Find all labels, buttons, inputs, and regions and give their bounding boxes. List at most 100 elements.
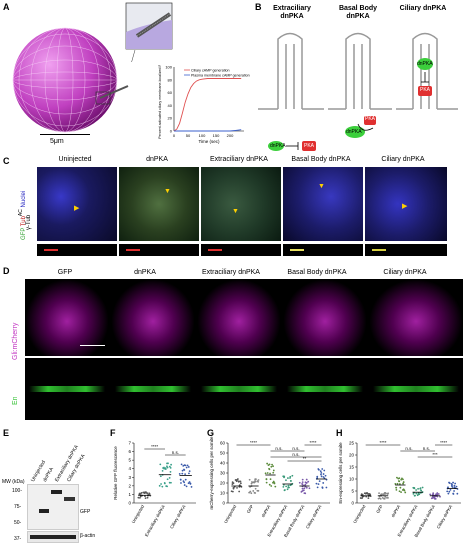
data-point bbox=[436, 492, 439, 494]
data-point bbox=[183, 469, 186, 471]
sig-label: n.s. bbox=[405, 446, 412, 451]
data-point bbox=[417, 487, 419, 490]
c-image-ciliary bbox=[365, 167, 447, 241]
a-x-tick: 50 bbox=[186, 133, 191, 138]
data-point bbox=[446, 490, 449, 493]
data-point bbox=[181, 472, 184, 475]
d-en-5 bbox=[373, 386, 459, 392]
data-point bbox=[396, 476, 398, 479]
data-point bbox=[168, 476, 171, 479]
data-point bbox=[448, 482, 451, 485]
panel-g-label: G bbox=[207, 428, 215, 438]
e-label-gfp: GFP bbox=[80, 509, 91, 515]
data-point bbox=[300, 491, 303, 493]
c-side-gtub: γ-Tub bbox=[26, 214, 32, 230]
data-point bbox=[320, 475, 323, 478]
b-title-1: Extraciliary dnPKA bbox=[273, 5, 311, 20]
y-tick: 0 bbox=[222, 501, 225, 506]
e-band-ciliary bbox=[64, 497, 75, 501]
data-point bbox=[453, 484, 456, 487]
data-point bbox=[315, 482, 318, 485]
panel-b-label: B bbox=[255, 2, 262, 12]
data-point bbox=[448, 490, 451, 493]
data-point bbox=[235, 479, 237, 481]
data-point bbox=[318, 480, 321, 483]
zoom-inset bbox=[125, 2, 173, 62]
panel-a-label: A bbox=[3, 2, 10, 12]
y-label: mCherry-expressing cells per somite bbox=[209, 436, 214, 510]
data-point bbox=[419, 487, 422, 489]
data-point bbox=[169, 466, 172, 469]
d-mcherry-row bbox=[25, 279, 463, 356]
data-point bbox=[159, 475, 162, 478]
data-point bbox=[420, 489, 422, 492]
data-point bbox=[139, 496, 141, 499]
data-point bbox=[387, 496, 389, 499]
data-point bbox=[414, 494, 416, 497]
data-point bbox=[430, 497, 433, 500]
y-label: Relative GFP fluorescence bbox=[113, 446, 118, 500]
data-point bbox=[377, 497, 380, 500]
a-y-tick: 60 bbox=[168, 90, 173, 95]
data-point bbox=[285, 479, 287, 482]
sig-label: **** bbox=[440, 440, 447, 445]
data-point bbox=[137, 496, 140, 499]
data-point bbox=[239, 480, 242, 483]
data-point bbox=[268, 463, 271, 466]
data-point bbox=[381, 496, 384, 499]
a-y-tick: 100 bbox=[165, 65, 172, 70]
data-point bbox=[287, 484, 290, 487]
data-point bbox=[249, 485, 251, 488]
d-mcherry-4 bbox=[283, 279, 367, 356]
category-label: Uninjected bbox=[223, 503, 238, 524]
data-point bbox=[183, 484, 186, 486]
data-point bbox=[188, 472, 190, 475]
data-point bbox=[383, 497, 386, 500]
data-point bbox=[266, 472, 269, 474]
data-point bbox=[179, 478, 182, 481]
d-en-row bbox=[25, 358, 463, 420]
d-mcherry-5 bbox=[369, 279, 463, 356]
data-point bbox=[187, 466, 190, 468]
c-strip-cilium bbox=[208, 249, 222, 251]
category-label: dnPKA bbox=[390, 504, 401, 518]
gfp-fluorescence-chart: 0 1 2 3 4 5 6 7 Relative GFP fluorescence Uninjec… bbox=[113, 441, 196, 537]
d-row-label-2: En bbox=[12, 396, 19, 405]
data-point bbox=[395, 488, 398, 491]
data-point bbox=[395, 486, 398, 489]
data-point bbox=[365, 492, 368, 495]
scale-bar bbox=[40, 134, 90, 135]
sig-label: ** bbox=[303, 456, 307, 461]
data-point bbox=[301, 487, 304, 490]
y-tick: 30 bbox=[220, 471, 226, 476]
data-point bbox=[257, 489, 260, 492]
category-label: GFP bbox=[246, 504, 255, 514]
y-tick: 6 bbox=[128, 449, 131, 454]
data-point bbox=[436, 493, 439, 496]
data-point bbox=[432, 492, 435, 495]
data-point bbox=[166, 485, 169, 488]
data-point bbox=[398, 477, 401, 480]
b-pka-3: PKA bbox=[420, 87, 431, 93]
data-point bbox=[453, 486, 456, 489]
panel-e-label: E bbox=[3, 428, 10, 438]
cilia-schematic bbox=[258, 32, 458, 151]
data-point bbox=[181, 469, 184, 472]
sig-label: n.s. bbox=[292, 446, 299, 451]
data-point bbox=[432, 496, 434, 498]
sig-label: *** bbox=[432, 452, 438, 457]
data-point bbox=[439, 495, 441, 498]
data-point bbox=[412, 492, 415, 495]
y-tick: 10 bbox=[349, 477, 355, 482]
data-point bbox=[453, 490, 455, 492]
data-point bbox=[166, 478, 169, 481]
e-lane-2: dnPKA bbox=[42, 466, 55, 483]
c-strip-5 bbox=[365, 244, 447, 256]
data-point bbox=[164, 467, 167, 470]
d-row-label-1: Gli:mCherry bbox=[12, 322, 19, 360]
data-point bbox=[449, 488, 452, 491]
data-point bbox=[323, 469, 326, 472]
data-point bbox=[161, 485, 164, 488]
data-point bbox=[317, 483, 320, 486]
y-tick: 20 bbox=[349, 453, 355, 458]
